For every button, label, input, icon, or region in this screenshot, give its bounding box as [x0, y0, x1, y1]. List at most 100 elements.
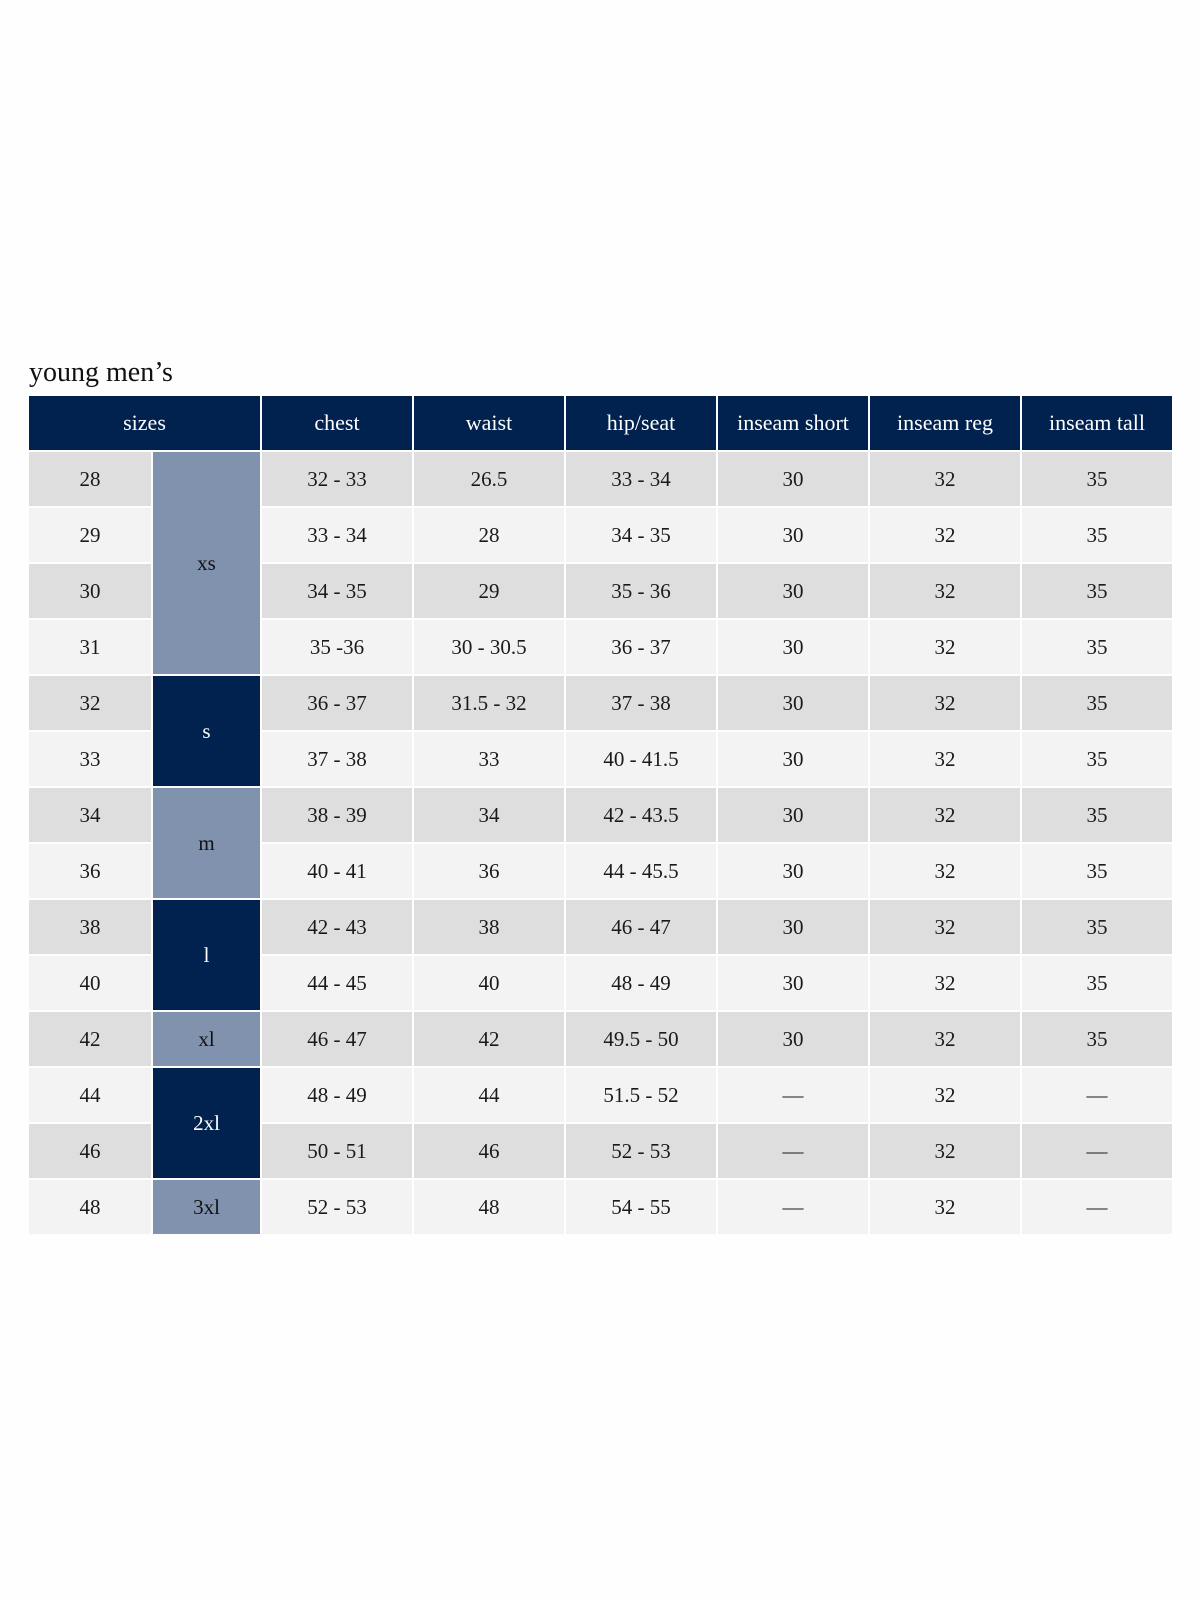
- table-cell: 30: [718, 788, 868, 842]
- table-cell: 30: [718, 620, 868, 674]
- table-cell: —: [1022, 1124, 1172, 1178]
- numeric-size-cell: 46: [29, 1124, 151, 1178]
- numeric-size-cell: 33: [29, 732, 151, 786]
- table-cell: 30: [718, 676, 868, 730]
- table-cell: 28: [414, 508, 564, 562]
- table-cell: 32: [870, 564, 1020, 618]
- table-cell: 40: [414, 956, 564, 1010]
- table-cell: 32 - 33: [262, 452, 412, 506]
- table-cell: 30: [718, 844, 868, 898]
- numeric-size-cell: 34: [29, 788, 151, 842]
- table-cell: 29: [414, 564, 564, 618]
- table-cell: 32: [870, 1068, 1020, 1122]
- table-cell: 32: [870, 1124, 1020, 1178]
- numeric-size-cell: 31: [29, 620, 151, 674]
- size-label-3xl: 3xl: [153, 1180, 260, 1234]
- table-cell: 35: [1022, 564, 1172, 618]
- table-cell: 35 -36: [262, 620, 412, 674]
- numeric-size-cell: 38: [29, 900, 151, 954]
- table-cell: 36: [414, 844, 564, 898]
- size-label-2xl: 2xl: [153, 1068, 260, 1178]
- table-cell: 35: [1022, 508, 1172, 562]
- table-cell: 35: [1022, 620, 1172, 674]
- table-cell: 30: [718, 900, 868, 954]
- table-cell: —: [718, 1068, 868, 1122]
- table-cell: 34 - 35: [566, 508, 716, 562]
- table-cell: 42: [414, 1012, 564, 1066]
- column-header-chest: chest: [262, 396, 412, 450]
- table-cell: —: [1022, 1068, 1172, 1122]
- table-cell: —: [718, 1124, 868, 1178]
- table-cell: 31.5 - 32: [414, 676, 564, 730]
- table-cell: 35: [1022, 676, 1172, 730]
- table-cell: 32: [870, 956, 1020, 1010]
- table-cell: 35: [1022, 1012, 1172, 1066]
- numeric-size-cell: 42: [29, 1012, 151, 1066]
- table-cell: —: [718, 1180, 868, 1234]
- table-cell: 32: [870, 620, 1020, 674]
- table-cell: 32: [870, 1180, 1020, 1234]
- column-header-waist: waist: [414, 396, 564, 450]
- size-label-l: l: [153, 900, 260, 1010]
- table-cell: 34: [414, 788, 564, 842]
- table-cell: 32: [870, 508, 1020, 562]
- table-cell: 32: [870, 844, 1020, 898]
- table-cell: 46: [414, 1124, 564, 1178]
- numeric-size-cell: 40: [29, 956, 151, 1010]
- table-cell: 35: [1022, 732, 1172, 786]
- table-cell: 34 - 35: [262, 564, 412, 618]
- table-cell: 52 - 53: [262, 1180, 412, 1234]
- numeric-size-cell: 29: [29, 508, 151, 562]
- numeric-size-cell: 44: [29, 1068, 151, 1122]
- table-cell: 35: [1022, 844, 1172, 898]
- table-cell: 35: [1022, 900, 1172, 954]
- size-label-s: s: [153, 676, 260, 786]
- table-cell: 36 - 37: [262, 676, 412, 730]
- table-cell: 32: [870, 732, 1020, 786]
- numeric-size-cell: 36: [29, 844, 151, 898]
- table-cell: 30: [718, 732, 868, 786]
- table-cell: 44 - 45.5: [566, 844, 716, 898]
- table-cell: 30: [718, 564, 868, 618]
- table-cell: 46 - 47: [262, 1012, 412, 1066]
- table-cell: 48 - 49: [262, 1068, 412, 1122]
- table-cell: 32: [870, 900, 1020, 954]
- table-cell: 48: [414, 1180, 564, 1234]
- table-cell: —: [1022, 1180, 1172, 1234]
- size-label-m: m: [153, 788, 260, 898]
- table-cell: 32: [870, 1012, 1020, 1066]
- table-cell: 40 - 41: [262, 844, 412, 898]
- table-cell: 35: [1022, 956, 1172, 1010]
- table-cell: 32: [870, 676, 1020, 730]
- table-cell: 50 - 51: [262, 1124, 412, 1178]
- table-cell: 48 - 49: [566, 956, 716, 1010]
- table-cell: 38 - 39: [262, 788, 412, 842]
- table-cell: 33: [414, 732, 564, 786]
- chart-title: young men’s: [29, 357, 173, 388]
- numeric-size-cell: 30: [29, 564, 151, 618]
- table-cell: 35: [1022, 788, 1172, 842]
- table-cell: 30: [718, 452, 868, 506]
- table-cell: 32: [870, 452, 1020, 506]
- size-chart-table: sizes chest waist hip/seat inseam short insea…: [29, 396, 1172, 1234]
- column-header-inseam-reg: inseam reg: [870, 396, 1020, 450]
- table-cell: 52 - 53: [566, 1124, 716, 1178]
- size-label-xl: xl: [153, 1012, 260, 1066]
- table-cell: 37 - 38: [566, 676, 716, 730]
- table-cell: 35 - 36: [566, 564, 716, 618]
- table-cell: 54 - 55: [566, 1180, 716, 1234]
- table-cell: 42 - 43: [262, 900, 412, 954]
- table-cell: 37 - 38: [262, 732, 412, 786]
- table-cell: 36 - 37: [566, 620, 716, 674]
- numeric-size-cell: 32: [29, 676, 151, 730]
- table-cell: 44 - 45: [262, 956, 412, 1010]
- column-header-sizes: sizes: [29, 396, 260, 450]
- table-cell: 30: [718, 956, 868, 1010]
- table-cell: 30 - 30.5: [414, 620, 564, 674]
- size-label-xs: xs: [153, 452, 260, 674]
- table-cell: 32: [870, 788, 1020, 842]
- table-cell: 35: [1022, 452, 1172, 506]
- table-cell: 42 - 43.5: [566, 788, 716, 842]
- table-cell: 30: [718, 1012, 868, 1066]
- table-cell: 49.5 - 50: [566, 1012, 716, 1066]
